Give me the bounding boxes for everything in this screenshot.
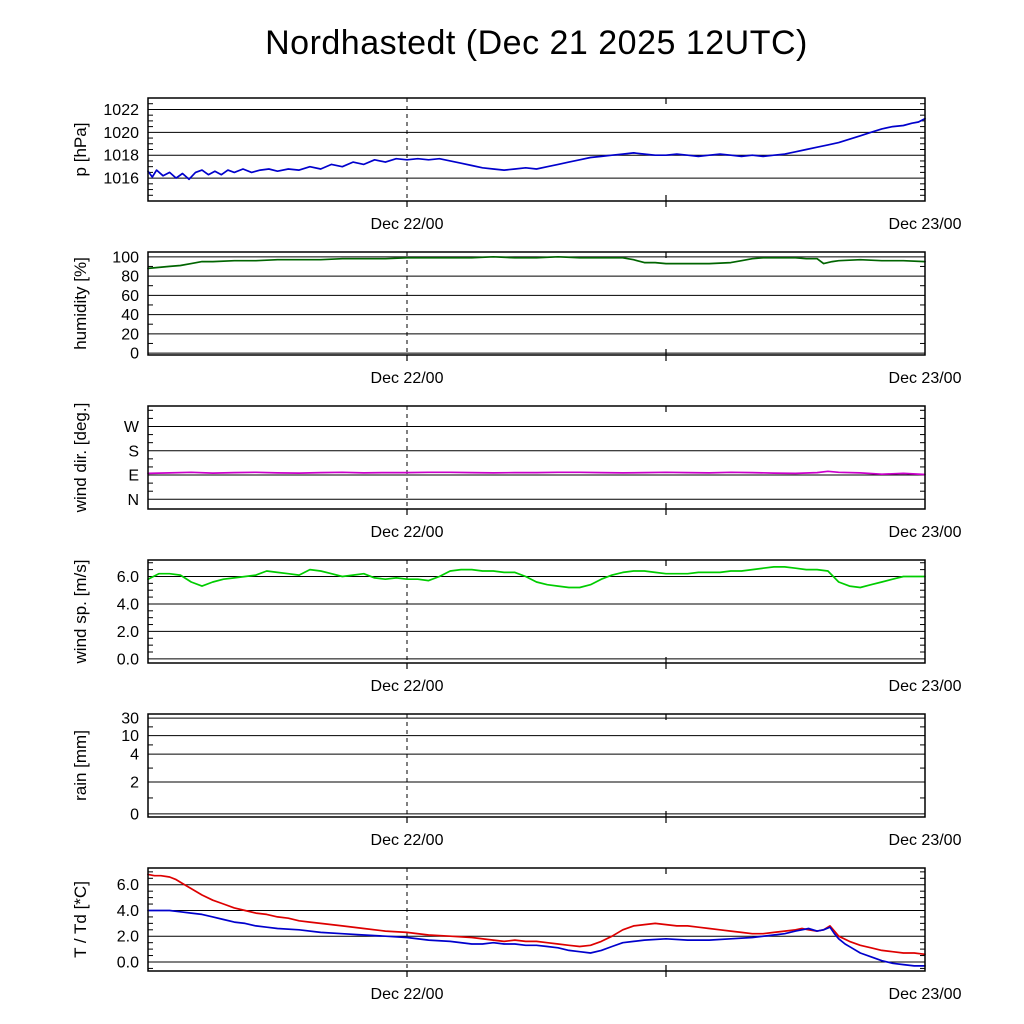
y-tick-label: 4.0 (117, 596, 139, 613)
y-tick-label: 4 (130, 747, 139, 764)
series-pressure (147, 117, 926, 181)
y-tick-label: 2 (130, 774, 139, 791)
x-tick-label: Dec 23/00 (889, 678, 962, 695)
y-tick-label: S (128, 443, 139, 460)
y-tick-label: 0.0 (117, 954, 139, 971)
y-tick-label: 2.0 (117, 929, 139, 946)
panel-frame (147, 867, 926, 972)
y-axis-title: T / Td [*C] (71, 881, 90, 958)
x-tick-label: Dec 22/00 (371, 216, 444, 233)
panel-wind_speed: 0.0 2.0 4.0 6.0 Dec 22/00 Dec 23/00 wind sp. [… (71, 559, 962, 695)
x-tick-label: Dec 23/00 (889, 832, 962, 849)
y-tick-label: 0.0 (117, 651, 139, 668)
y-tick-label: 100 (112, 249, 139, 266)
x-tick-label: Dec 22/00 (371, 832, 444, 849)
y-tick-label: 2.0 (117, 624, 139, 641)
panel-temperature: 0.0 2.0 4.0 6.0 Dec 22/00 Dec 23/00 T / Td [*C… (71, 867, 962, 1003)
panel-frame (147, 97, 926, 202)
x-tick-label: Dec 23/00 (889, 524, 962, 541)
chart-title: Nordhastedt (Dec 21 2025 12UTC) (265, 24, 808, 62)
x-tick-label: Dec 23/00 (889, 216, 962, 233)
series-temperature (147, 873, 926, 956)
y-tick-label: 6.0 (117, 569, 139, 586)
y-tick-label: 10 (121, 728, 139, 745)
y-tick-label: 40 (121, 307, 139, 324)
y-tick-label: 1022 (103, 102, 139, 119)
x-tick-label: Dec 23/00 (889, 986, 962, 1003)
series-wind-direction (147, 470, 926, 476)
y-axis-title: rain [mm] (71, 730, 90, 801)
y-axis-title: wind dir. [deg.] (71, 403, 90, 514)
x-tick-label: Dec 23/00 (889, 370, 962, 387)
panel-frame (147, 405, 926, 510)
y-tick-label: 1016 (103, 171, 139, 188)
panel-humidity: 0 20 40 60 80 100 Dec 22/00 Dec 23/00 humidity [… (71, 249, 962, 387)
y-tick-label: 0 (130, 346, 139, 363)
series-wind-speed (147, 566, 926, 589)
x-tick-label: Dec 22/00 (371, 678, 444, 695)
y-tick-label: 60 (121, 288, 139, 305)
y-tick-label: E (128, 468, 139, 485)
x-tick-label: Dec 22/00 (371, 986, 444, 1003)
y-tick-label: 0 (130, 806, 139, 823)
y-tick-label: N (127, 492, 139, 509)
panel-frame (147, 251, 926, 356)
y-tick-label: 20 (121, 326, 139, 343)
y-axis-title: humidity [%] (71, 257, 90, 350)
y-axis-title: p [hPa] (71, 123, 90, 177)
panel-frame (147, 559, 926, 664)
panel-pressure: 1016 1018 1020 1022 Dec 22/00 Dec 23/00 p [hPa… (71, 97, 962, 233)
series-dewpoint (147, 909, 926, 967)
x-tick-label: Dec 22/00 (371, 370, 444, 387)
y-tick-label: 30 (121, 711, 139, 728)
x-tick-label: Dec 22/00 (371, 524, 444, 541)
y-tick-label: W (124, 419, 140, 436)
y-tick-label: 1018 (103, 148, 139, 165)
y-tick-label: 4.0 (117, 903, 139, 920)
y-tick-label: 80 (121, 269, 139, 286)
series-humidity (147, 255, 926, 270)
y-tick-label: 6.0 (117, 877, 139, 894)
y-axis-title: wind sp. [m/s] (71, 560, 90, 665)
panel-frame (147, 713, 926, 818)
y-tick-label: 1020 (103, 125, 139, 142)
